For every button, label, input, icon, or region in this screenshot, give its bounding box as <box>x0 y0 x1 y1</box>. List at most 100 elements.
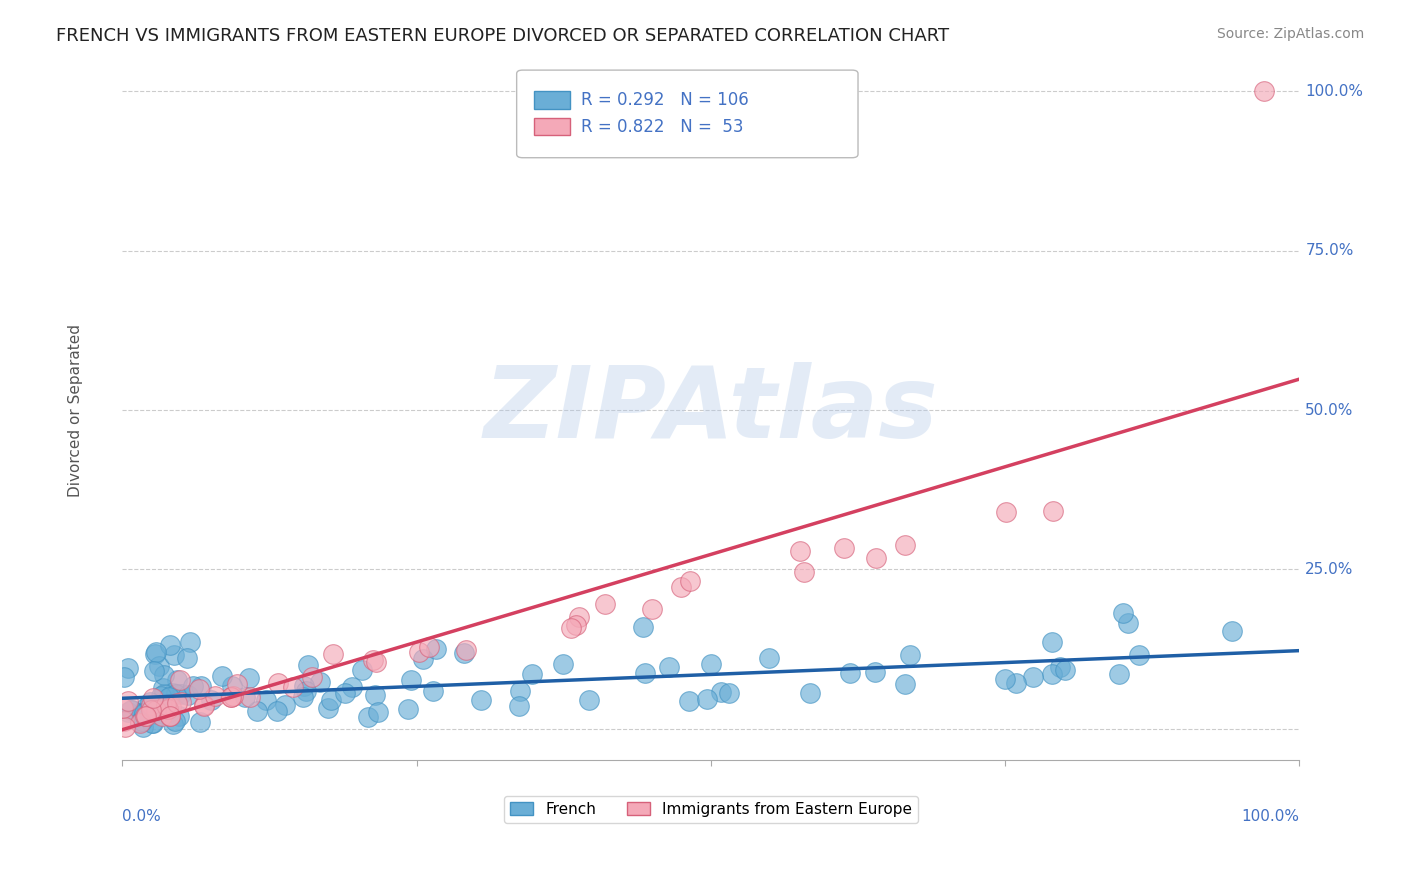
French <box>453 646 475 660</box>
Immigrants from Eastern Europe <box>219 690 242 704</box>
Immigrants from Eastern Europe <box>159 708 181 723</box>
Text: 75.0%: 75.0% <box>1305 244 1354 258</box>
French <box>188 714 211 729</box>
Immigrants from Eastern Europe <box>565 617 588 632</box>
Immigrants from Eastern Europe <box>793 565 815 579</box>
French <box>221 679 243 693</box>
French <box>898 648 921 663</box>
French <box>396 702 419 716</box>
Immigrants from Eastern Europe <box>193 699 215 714</box>
Immigrants from Eastern Europe <box>159 709 181 723</box>
French <box>710 685 733 699</box>
French <box>578 693 600 707</box>
French <box>131 714 153 728</box>
Immigrants from Eastern Europe <box>156 702 179 716</box>
French <box>863 665 886 679</box>
French <box>340 680 363 694</box>
French <box>321 693 343 707</box>
Text: Divorced or Separated: Divorced or Separated <box>67 324 83 497</box>
French <box>1040 635 1063 649</box>
Immigrants from Eastern Europe <box>114 720 136 734</box>
French <box>159 705 181 719</box>
French <box>129 706 152 720</box>
Immigrants from Eastern Europe <box>145 703 167 717</box>
French <box>412 652 434 666</box>
French <box>273 698 295 712</box>
French <box>157 705 180 719</box>
French <box>162 688 184 702</box>
French <box>700 657 723 671</box>
French <box>254 693 277 707</box>
French <box>246 704 269 718</box>
Immigrants from Eastern Europe <box>679 574 702 588</box>
French <box>145 707 167 722</box>
Immigrants from Eastern Europe <box>141 703 163 717</box>
French <box>291 690 314 704</box>
French <box>183 679 205 693</box>
Immigrants from Eastern Europe <box>160 699 183 714</box>
Immigrants from Eastern Europe <box>593 597 616 611</box>
French <box>631 620 654 634</box>
Immigrants from Eastern Europe <box>204 689 226 703</box>
French <box>176 650 198 665</box>
Immigrants from Eastern Europe <box>188 681 211 696</box>
French <box>128 714 150 729</box>
Legend: French, Immigrants from Eastern Europe: French, Immigrants from Eastern Europe <box>503 796 918 822</box>
Immigrants from Eastern Europe <box>142 691 165 706</box>
French <box>120 703 142 717</box>
French <box>152 681 174 696</box>
French <box>695 692 717 706</box>
French <box>233 690 256 705</box>
Immigrants from Eastern Europe <box>169 695 191 709</box>
Immigrants from Eastern Europe <box>112 714 135 729</box>
French <box>162 686 184 700</box>
Immigrants from Eastern Europe <box>111 701 134 715</box>
French <box>799 685 821 699</box>
Immigrants from Eastern Europe <box>239 690 262 704</box>
French <box>152 668 174 682</box>
Immigrants from Eastern Europe <box>169 673 191 687</box>
Immigrants from Eastern Europe <box>1042 504 1064 518</box>
Immigrants from Eastern Europe <box>408 644 430 658</box>
French <box>364 688 387 702</box>
French <box>142 715 165 730</box>
French <box>163 714 186 728</box>
French <box>143 647 166 661</box>
Immigrants from Eastern Europe <box>865 551 887 566</box>
French <box>316 701 339 715</box>
Immigrants from Eastern Europe <box>568 610 591 624</box>
Immigrants from Eastern Europe <box>363 653 385 667</box>
Immigrants from Eastern Europe <box>128 715 150 730</box>
French <box>292 679 315 693</box>
Immigrants from Eastern Europe <box>894 538 917 552</box>
French <box>179 635 201 649</box>
French <box>166 673 188 687</box>
French <box>367 706 389 720</box>
French <box>211 669 233 683</box>
French <box>148 658 170 673</box>
French <box>165 687 187 701</box>
French <box>309 675 332 690</box>
Immigrants from Eastern Europe <box>225 677 247 691</box>
French <box>266 704 288 718</box>
French <box>149 689 172 703</box>
French <box>1040 667 1063 681</box>
Immigrants from Eastern Europe <box>789 543 811 558</box>
Immigrants from Eastern Europe <box>150 709 173 723</box>
French <box>678 694 700 708</box>
Text: 25.0%: 25.0% <box>1305 562 1354 577</box>
Text: Source: ZipAtlas.com: Source: ZipAtlas.com <box>1216 27 1364 41</box>
French <box>1220 624 1243 638</box>
French <box>399 673 422 687</box>
French <box>758 651 780 665</box>
French <box>508 698 530 713</box>
Immigrants from Eastern Europe <box>669 580 692 594</box>
Immigrants from Eastern Europe <box>418 640 440 654</box>
French <box>894 677 917 691</box>
French <box>157 690 180 704</box>
French <box>117 660 139 674</box>
French <box>163 648 186 663</box>
Immigrants from Eastern Europe <box>117 694 139 708</box>
French <box>167 709 190 723</box>
Immigrants from Eastern Europe <box>283 680 305 694</box>
